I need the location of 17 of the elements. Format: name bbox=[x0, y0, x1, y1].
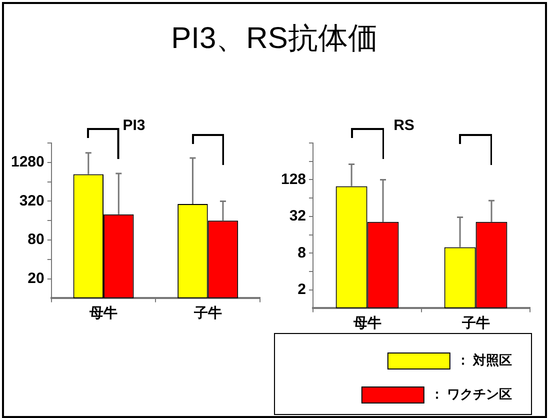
y-tick-label: 32 bbox=[289, 208, 306, 225]
y-tick-label: 20 bbox=[28, 270, 44, 287]
y-tick-label: 80 bbox=[28, 231, 44, 248]
y-tick-label: 1280 bbox=[10, 154, 44, 171]
x-tick-label: 子牛 bbox=[192, 304, 222, 320]
x-tick-label: 母牛 bbox=[88, 304, 118, 320]
legend-label: ： ワクチン区 bbox=[430, 386, 512, 402]
chart-title: PI3 bbox=[122, 117, 146, 134]
y-tick-label: 8 bbox=[298, 244, 306, 262]
x-tick-label: 子牛 bbox=[460, 314, 490, 330]
y-tick-label: 128 bbox=[280, 170, 306, 188]
chart-title: RS bbox=[394, 117, 414, 134]
x-tick-label: 母牛 bbox=[352, 314, 382, 330]
y-tick-label: 2 bbox=[298, 280, 306, 298]
text: PI3、RS抗体価 bbox=[170, 21, 379, 57]
legend-label: ： 対照区 bbox=[456, 352, 512, 368]
y-tick-label: 320 bbox=[19, 192, 44, 210]
